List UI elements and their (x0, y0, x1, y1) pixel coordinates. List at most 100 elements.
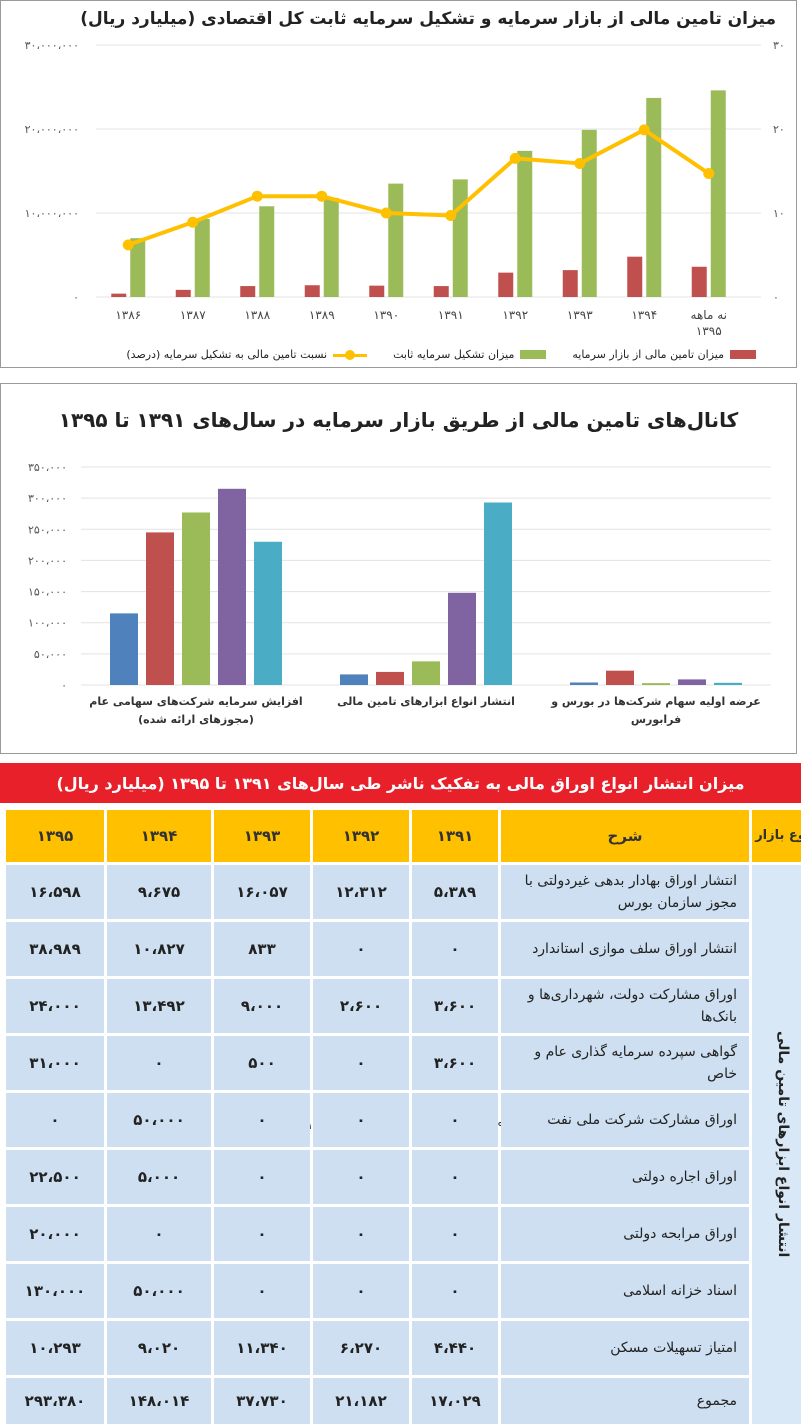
table-header-row: نوع بازار شرح ۱۳۹۱ ۱۳۹۲ ۱۳۹۳ ۱۳۹۴ ۱۳۹۵ (6, 810, 801, 862)
bar-capital-formation (452, 179, 468, 297)
header-year: ۱۳۹۳ (214, 810, 310, 862)
row-value: ۰ (313, 1207, 409, 1261)
row-description: امتیاز تسهیلات مسکن (501, 1321, 749, 1375)
bar-capital-formation (194, 218, 210, 297)
bar-year-1 (606, 670, 634, 685)
x-tick-label: ۱۳۹۴ (631, 308, 657, 322)
ratio-point (187, 216, 199, 228)
bar-year-4 (714, 682, 742, 685)
row-description: اسناد خزانه اسلامی (501, 1264, 749, 1318)
y-tick-label: ۰ (61, 679, 67, 692)
bar-year-4 (254, 541, 282, 685)
row-value: ۰ (313, 1264, 409, 1318)
row-value: ۵۰،۰۰۰ (107, 1264, 211, 1318)
header-year: ۱۳۹۵ (6, 810, 104, 862)
legend-swatch (730, 350, 756, 359)
ratio-point (638, 124, 650, 136)
bar-year-0 (110, 613, 138, 685)
row-value: ۹،۶۷۵ (107, 865, 211, 919)
row-value: ۲۲،۵۰۰ (6, 1150, 104, 1204)
y-tick-label: ۳۰،۰۰۰،۰۰۰ (25, 39, 79, 52)
bar-capital-formation (517, 150, 533, 297)
legend-item-financing: میزان تامین مالی از بازار سرمایه (572, 348, 756, 361)
y-tick-label: ۳۰۰،۰۰۰ (28, 492, 67, 505)
table-title: میزان انتشار انواع اوراق مالی به تفکیک ن… (0, 763, 801, 803)
bar-year-2 (182, 512, 210, 685)
legend-item-capital-formation: میزان تشکیل سرمایه ثابت (393, 348, 547, 361)
y-tick-label: ۲۵۰،۰۰۰ (28, 523, 67, 536)
x-tick-label: نه ماهه (691, 308, 727, 322)
bar-capital-formation (388, 183, 404, 297)
row-description: اوراق مشارکت شرکت ملی نفت (501, 1093, 749, 1147)
header-description: شرح (501, 810, 749, 862)
ratio-point (703, 168, 715, 180)
bar-financing (498, 272, 514, 297)
row-value: ۰ (412, 1264, 498, 1318)
bar-capital-formation (259, 206, 275, 297)
y-tick-label: ۲۰،۰۰۰،۰۰۰ (25, 123, 79, 136)
bar-capital-formation (710, 90, 726, 297)
row-value: ۰ (313, 1093, 409, 1147)
row-value: ۱۳۰،۰۰۰ (6, 1264, 104, 1318)
header-year: ۱۳۹۱ (412, 810, 498, 862)
row-value: ۲،۶۰۰ (313, 979, 409, 1033)
x-tick-label: ۱۳۸۸ (244, 308, 270, 322)
table-row: انتشار انواع ابزارهای تامین مالی انتشار ا… (6, 865, 801, 1424)
bar-year-2 (412, 661, 440, 685)
bar-financing (562, 270, 578, 297)
row-value: ۳۸،۹۸۹ (6, 922, 104, 976)
row-value: ۰ (214, 1150, 310, 1204)
row-value: ۰ (6, 1093, 104, 1147)
y-tick-label: ۱۰،۰۰۰،۰۰۰ (25, 207, 79, 220)
bar-year-3 (448, 592, 476, 685)
ratio-point (122, 239, 134, 251)
bar-financing (304, 285, 320, 297)
row-value: ۰ (107, 1036, 211, 1090)
y-tick-label: ۱۰۰،۰۰۰ (28, 617, 67, 630)
ratio-line (127, 127, 710, 247)
row-value: ۱۰،۲۹۳ (6, 1321, 104, 1375)
bar-year-0 (570, 682, 598, 685)
row-description: اوراق مرابحه دولتی (501, 1207, 749, 1261)
total-value: ۱۷،۰۲۹ (412, 1378, 498, 1424)
total-value: ۲۹۳،۳۸۰ (6, 1378, 104, 1424)
row-value: ۰ (214, 1264, 310, 1318)
x-tick-label: ۱۳۹۵ (696, 324, 722, 338)
x-tick-label: ۱۳۹۳ (567, 308, 593, 322)
bar-financing (240, 286, 256, 297)
x-tick-label: ۱۳۹۰ (373, 308, 399, 322)
row-description: اوراق اجاره دولتی (501, 1150, 749, 1204)
bar-year-3 (678, 679, 706, 685)
bar-capital-formation (323, 197, 339, 297)
row-description: گواهی سپرده سرمایه گذاری عام و خاص (501, 1036, 749, 1090)
issuance-table-section: میزان انتشار انواع اوراق مالی به تفکیک ن… (0, 763, 801, 1424)
table-row: امتیاز تسهیلات مسکن ۴،۴۴۰ ۶،۲۷۰ ۱۱،۳۴۰ ۹،۰۲۰… (6, 1321, 801, 1375)
y-tick-label: ۵۰،۰۰۰ (34, 648, 67, 661)
row-value: ۶،۲۷۰ (313, 1321, 409, 1375)
row-value: ۱۶،۵۹۸ (6, 865, 104, 919)
total-label: مجموع (501, 1378, 749, 1424)
category-label: انتشار انواع ابزارهای تامین مالی (337, 695, 515, 708)
category-label: (مجوزهای ارائه شده) (138, 713, 254, 726)
x-tick-label: ۱۳۹۲ (502, 308, 528, 322)
row-value: ۲۰،۰۰۰ (6, 1207, 104, 1261)
category-label: افزایش سرمایه شرکت‌های سهامی عام (89, 695, 302, 708)
table-row: اسناد خزانه اسلامی ۰ ۰ ۰ ۵۰،۰۰۰ ۱۳۰،۰۰۰ (6, 1264, 801, 1318)
bar-year-0 (340, 674, 368, 685)
row-value: ۱۳،۴۹۲ (107, 979, 211, 1033)
bar-financing (691, 266, 707, 297)
header-market-type: نوع بازار (752, 810, 801, 862)
row-description: اوراق مشارکت دولت، شهرداری‌ها و بانک‌ها (501, 979, 749, 1033)
bar-capital-formation (581, 129, 597, 297)
total-value: ۱۴۸،۰۱۴ (107, 1378, 211, 1424)
row-value: ۲۴،۰۰۰ (6, 979, 104, 1033)
row-value: ۰ (412, 1150, 498, 1204)
bar-year-1 (376, 671, 404, 685)
ratio-point (509, 152, 521, 164)
ratio-point (574, 157, 586, 169)
y-tick-label: ۱۵۰،۰۰۰ (28, 586, 67, 599)
table-row: اوراق مشارکت شرکت ملی نفت ۰ ۰ ۰ ۵۰،۰۰۰ ۰ (6, 1093, 801, 1147)
x-tick-label: ۱۳۸۷ (180, 308, 206, 322)
row-value: ۳،۶۰۰ (412, 979, 498, 1033)
y-tick-label: ۰ (73, 291, 79, 304)
